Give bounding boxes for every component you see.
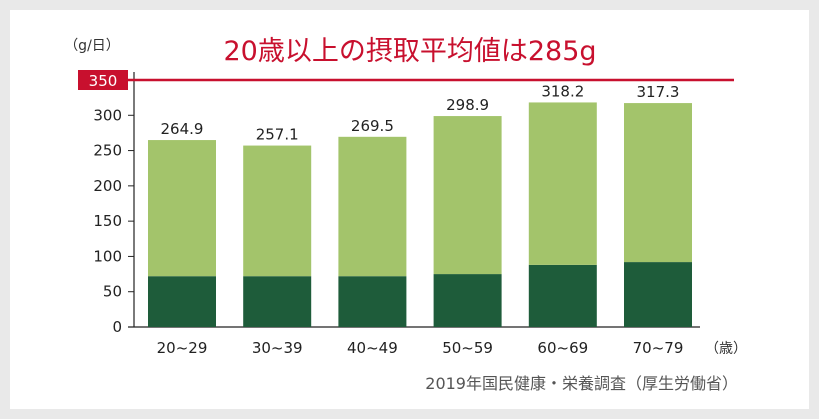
bars-group xyxy=(148,102,692,327)
y-tick-label: 0 xyxy=(112,318,122,336)
reference-value-label: 350 xyxy=(89,72,118,90)
x-tick-label: 50~59 xyxy=(442,339,493,357)
value-labels-group: 264.9 257.1 269.5 298.9 318.2 317.3 xyxy=(161,82,680,143)
x-unit-label: （歳） xyxy=(705,341,747,357)
bar-value-label: 264.9 xyxy=(161,120,204,138)
x-tick-label: 70~79 xyxy=(633,339,684,357)
y-unit-label: （g/日） xyxy=(64,38,120,54)
bar-segment-upper xyxy=(338,136,407,277)
x-tick-label: 30~39 xyxy=(252,339,303,357)
bar-segment-lower xyxy=(148,276,216,327)
bar-segment-upper xyxy=(528,102,597,265)
bar-value-label: 318.2 xyxy=(541,82,584,100)
x-tick-label: 40~49 xyxy=(347,339,398,357)
bar-value-label: 269.5 xyxy=(351,117,394,135)
y-tick-label: 250 xyxy=(93,142,122,160)
reference-value-box xyxy=(78,70,128,90)
chart-card: （g/日） 20歳以上の摂取平均値は285g 0 50 100 150 200 250 30… xyxy=(10,10,809,409)
bar-value-label: 257.1 xyxy=(256,126,299,144)
bar-segment-lower xyxy=(243,276,312,327)
bar-value-label: 317.3 xyxy=(637,83,680,101)
bar-segment-lower xyxy=(624,262,692,327)
y-tick-label: 200 xyxy=(93,177,122,195)
x-tick-label: 20~29 xyxy=(157,339,208,357)
bar-value-label: 298.9 xyxy=(446,96,489,114)
bar-segment-lower xyxy=(433,274,502,327)
y-tick-label: 50 xyxy=(103,283,122,301)
bar-segment-upper xyxy=(243,145,312,277)
y-axis: 0 50 100 150 200 250 300 xyxy=(93,106,134,336)
y-tick-label: 300 xyxy=(93,106,122,124)
bar-segment-lower xyxy=(528,264,597,327)
source-note: 2019年国民健康・栄養調査（厚生労働省） xyxy=(425,374,738,393)
bar-segment-upper xyxy=(148,140,216,277)
y-tick-label: 150 xyxy=(93,212,122,230)
bar-chart: （g/日） 20歳以上の摂取平均値は285g 0 50 100 150 200 250 30… xyxy=(64,36,747,393)
y-tick-label: 100 xyxy=(93,247,122,265)
chart-title: 20歳以上の摂取平均値は285g xyxy=(223,36,596,67)
bar-segment-upper xyxy=(433,116,502,275)
x-axis: 20~29 30~39 40~49 50~59 60~69 70~79 xyxy=(157,339,684,357)
bar-segment-lower xyxy=(338,276,407,327)
x-tick-label: 60~69 xyxy=(537,339,588,357)
bar-segment-upper xyxy=(624,103,692,263)
